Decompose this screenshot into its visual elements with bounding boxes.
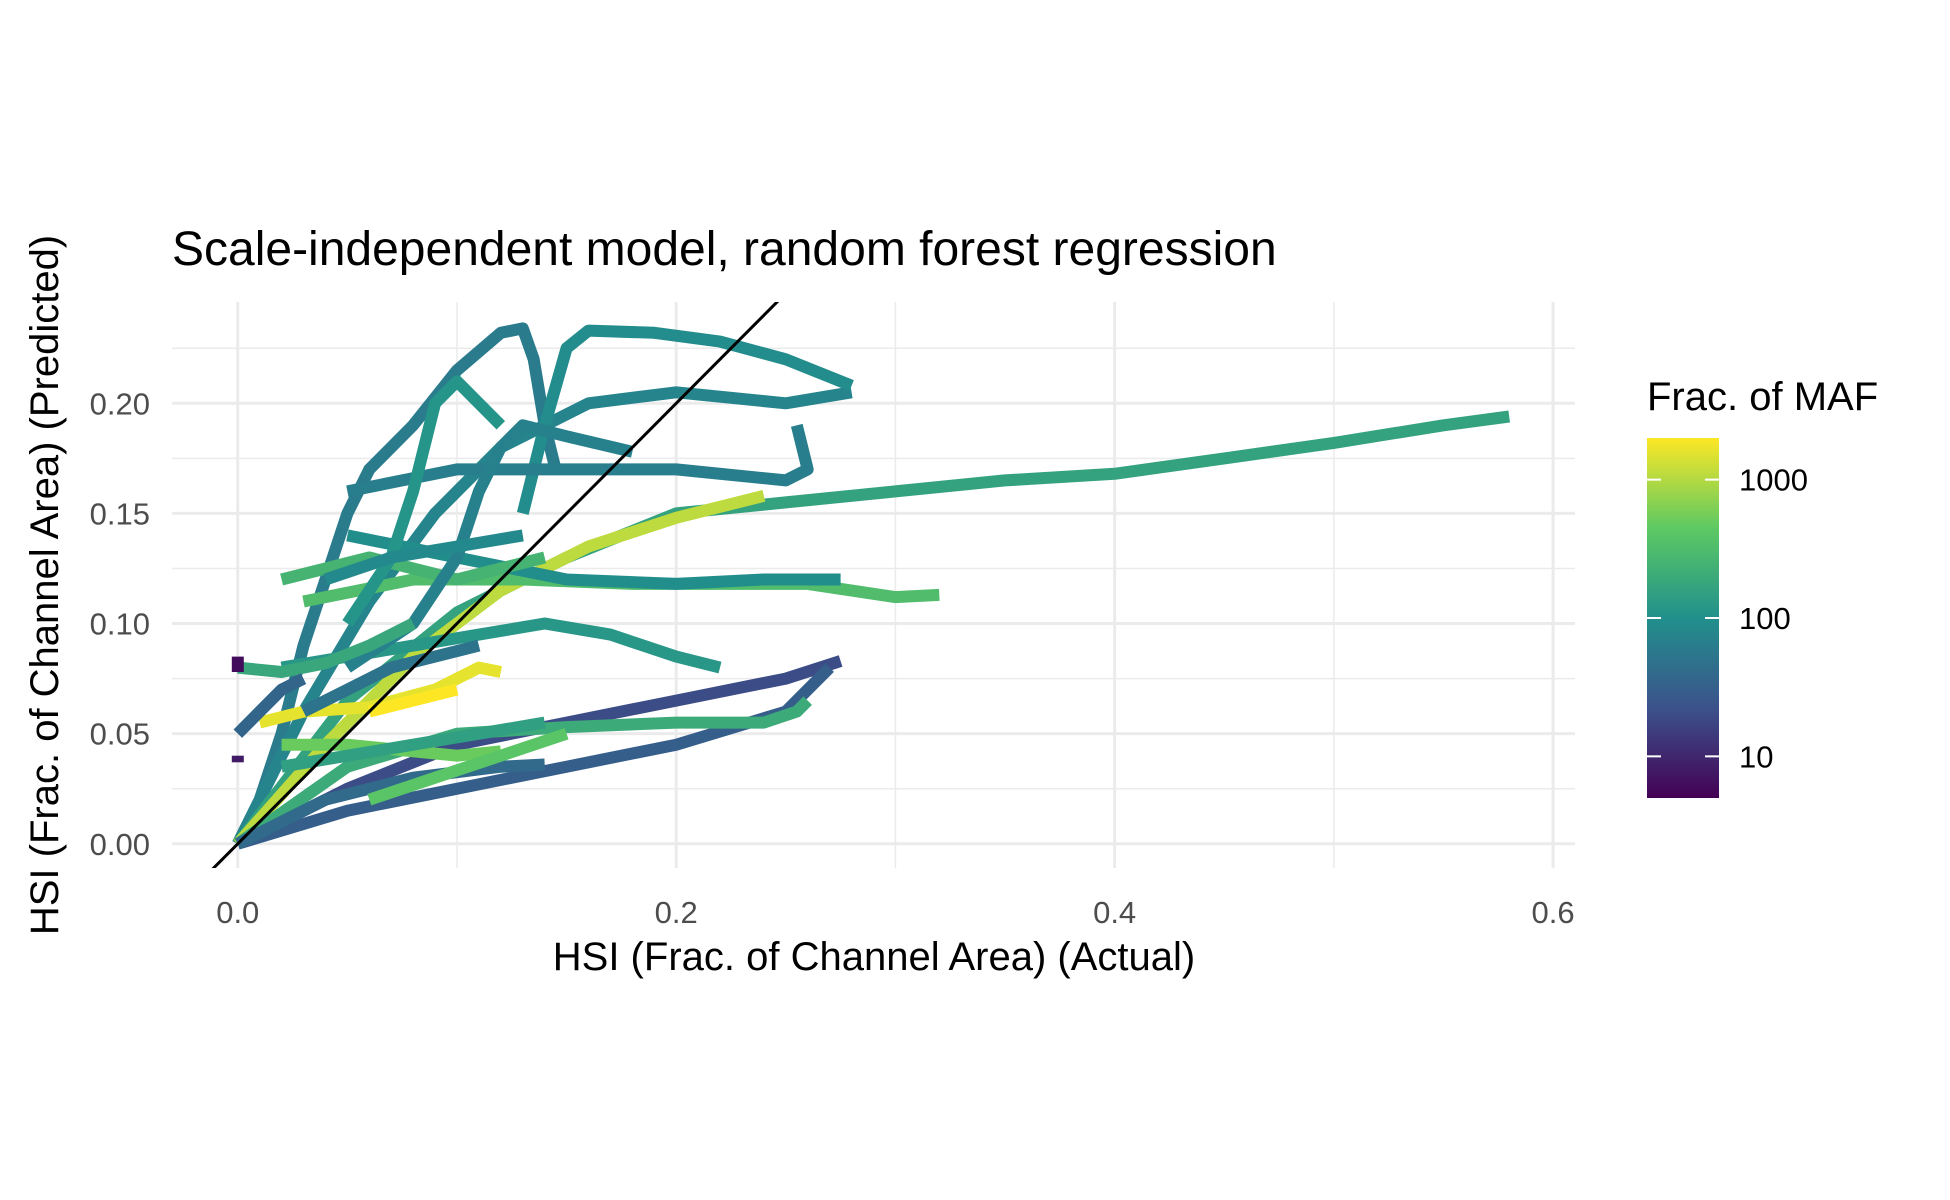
identity-reference-line xyxy=(211,302,780,868)
x-tick-label: 0.4 xyxy=(1093,895,1136,930)
y-axis-title: HSI (Frac. of Channel Area) (Predicted) xyxy=(23,235,67,935)
legend-tick-label: 100 xyxy=(1739,601,1791,636)
series-line-20 xyxy=(300,639,481,717)
series-line-24 xyxy=(323,529,524,586)
color-legend: Frac. of MAF 10 100 1000 xyxy=(1647,375,1878,798)
series-line-17 xyxy=(280,551,547,586)
series-line-13 xyxy=(281,738,502,762)
series-line-4 xyxy=(233,410,1510,848)
y-tick-label: 0.00 xyxy=(90,827,150,862)
series-line-15 xyxy=(235,758,546,850)
reference-line-layer xyxy=(211,302,780,868)
y-tick-labels: 0.00 0.05 0.10 0.15 0.20 xyxy=(90,386,150,861)
y-tick-label: 0.20 xyxy=(90,386,150,421)
y-tick-label: 0.15 xyxy=(90,496,150,531)
series-line-21 xyxy=(237,618,416,678)
legend-ticks: 10 100 1000 xyxy=(1647,463,1808,774)
legend-tick-label: 1000 xyxy=(1739,463,1808,498)
legend-tick-label: 10 xyxy=(1739,739,1773,774)
x-axis-title: HSI (Frac. of Channel Area) (Actual) xyxy=(553,935,1195,979)
y-tick-label: 0.10 xyxy=(90,607,150,642)
x-tick-label: 0.6 xyxy=(1532,895,1575,930)
series-line-26 xyxy=(367,683,459,718)
series-line-14 xyxy=(280,716,546,773)
series-line-8 xyxy=(346,423,814,498)
series-layer xyxy=(231,322,1510,850)
y-tick-label: 0.05 xyxy=(90,717,150,752)
series-line-3 xyxy=(516,324,854,515)
series-line-27 xyxy=(233,673,307,738)
grid-major xyxy=(172,302,1575,868)
x-tick-label: 0.2 xyxy=(655,895,698,930)
chart-title: Scale-independent model, random forest r… xyxy=(172,223,1277,276)
series-line-11 xyxy=(234,696,812,849)
x-tick-labels: 0.0 0.2 0.4 0.6 xyxy=(216,895,1574,930)
legend-title: Frac. of MAF xyxy=(1647,375,1878,419)
series-line-18 xyxy=(344,419,634,673)
series-line-25 xyxy=(367,728,569,806)
x-tick-label: 0.0 xyxy=(216,895,259,930)
